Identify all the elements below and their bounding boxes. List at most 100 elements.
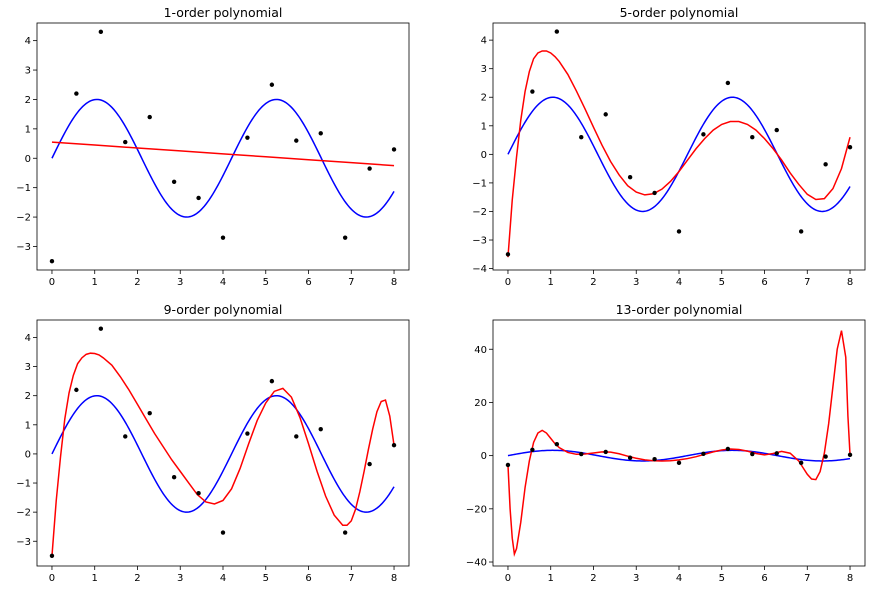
plot-area xyxy=(507,50,851,258)
fit-curve-line xyxy=(507,50,851,258)
y-tick-label: −20 xyxy=(466,504,487,515)
subplot-title: 9-order polynomial xyxy=(164,302,283,317)
x-tick-label: 7 xyxy=(348,573,354,584)
y-tick-label: −1 xyxy=(472,178,487,189)
x-tick-label: 1 xyxy=(548,573,554,584)
y-tick-label: 2 xyxy=(25,391,31,402)
data-point xyxy=(798,229,804,234)
data-point xyxy=(245,135,250,140)
y-tick-label: 3 xyxy=(25,362,31,373)
data-point xyxy=(171,475,177,480)
data-point xyxy=(294,434,299,439)
data-point xyxy=(701,132,706,137)
y-tick-label: 0 xyxy=(25,449,31,460)
x-tick-label: 2 xyxy=(590,573,596,584)
x-tick-label: 7 xyxy=(804,573,810,584)
x-tick-label: 2 xyxy=(134,573,140,584)
subplot-1-order: 1-order polynomial 0 1 2 3 4 5 6 7 8 −3 −2 −1 0 1 2 3 4 xyxy=(16,5,410,288)
x-tick-label: 3 xyxy=(633,277,639,288)
data-point xyxy=(74,387,79,393)
data-point xyxy=(627,174,633,180)
data-point xyxy=(530,447,535,452)
x-tick-label: 8 xyxy=(847,573,853,584)
data-point xyxy=(245,431,250,436)
data-point xyxy=(603,449,608,455)
data-point xyxy=(750,451,755,457)
data-point xyxy=(627,455,633,460)
x-tick-label: 0 xyxy=(49,573,55,584)
data-point xyxy=(123,434,128,439)
subplot-title: 5-order polynomial xyxy=(620,5,739,20)
y-tick-label: 0 xyxy=(25,154,31,165)
x-tick-label: 0 xyxy=(505,573,511,584)
data-point xyxy=(391,147,397,152)
plot-area xyxy=(51,98,395,218)
data-point xyxy=(98,29,104,35)
y-tick-label: −1 xyxy=(16,479,31,490)
data-point xyxy=(269,378,275,384)
data-point xyxy=(342,235,348,240)
subplot-title: 13-order polynomial xyxy=(616,302,743,317)
y-tick-label: 1 xyxy=(25,420,31,431)
y-tick-label: −3 xyxy=(472,236,487,247)
data-point xyxy=(579,451,584,457)
y-tick-label: −3 xyxy=(16,242,31,253)
data-point xyxy=(196,195,201,201)
data-point xyxy=(171,179,177,184)
x-tick-label: 4 xyxy=(676,573,682,584)
data-point xyxy=(725,446,731,452)
data-point xyxy=(342,530,348,535)
data-point xyxy=(147,410,152,416)
x-tick-label: 5 xyxy=(263,277,269,288)
x-tick-label: 2 xyxy=(134,277,140,288)
data-point xyxy=(505,462,511,468)
data-point xyxy=(554,441,560,447)
x-tick-label: 5 xyxy=(719,277,725,288)
y-tick-label: −2 xyxy=(16,213,31,224)
axes-frame xyxy=(36,22,410,271)
data-point xyxy=(823,162,828,167)
data-point xyxy=(505,252,511,257)
y-tick-label: 3 xyxy=(25,66,31,77)
x-tick-label: 1 xyxy=(92,573,98,584)
data-point xyxy=(196,491,201,496)
y-tick-label: 0 xyxy=(481,150,487,161)
x-tick-label: 4 xyxy=(220,573,226,584)
true-curve-line xyxy=(51,98,395,218)
data-point xyxy=(123,139,128,145)
data-point xyxy=(750,135,755,140)
data-point xyxy=(98,326,104,331)
y-tick-label: −4 xyxy=(472,264,487,275)
data-point xyxy=(579,135,584,140)
x-tick-label: 8 xyxy=(847,277,853,288)
y-tick-label: −1 xyxy=(16,183,31,194)
y-tick-label: −3 xyxy=(16,537,31,548)
x-tick-label: 6 xyxy=(761,573,767,584)
y-tick-label: 1 xyxy=(481,121,487,132)
fit-curve-line xyxy=(51,352,395,556)
x-tick-label: 7 xyxy=(804,277,810,288)
y-tick-label: 3 xyxy=(481,64,487,75)
x-tick-label: 6 xyxy=(761,277,767,288)
x-tick-label: 4 xyxy=(676,277,682,288)
y-tick-label: −40 xyxy=(466,558,487,569)
y-tick-label: 40 xyxy=(474,345,487,356)
x-tick-label: 3 xyxy=(177,573,183,584)
data-point xyxy=(823,454,828,459)
data-point xyxy=(49,553,55,559)
axes-frame xyxy=(492,22,866,271)
y-tick-label: 2 xyxy=(481,93,487,104)
data-point xyxy=(530,89,535,94)
data-point xyxy=(269,82,275,87)
plot-area xyxy=(51,352,395,556)
y-tick-label: 1 xyxy=(25,124,31,135)
data-point xyxy=(725,80,731,86)
x-tick-label: 0 xyxy=(505,277,511,288)
y-tick-label: 4 xyxy=(25,36,31,47)
x-tick-label: 7 xyxy=(348,277,354,288)
data-point xyxy=(318,426,323,432)
x-tick-label: 1 xyxy=(92,277,98,288)
data-point xyxy=(554,29,560,34)
x-tick-label: 3 xyxy=(633,573,639,584)
